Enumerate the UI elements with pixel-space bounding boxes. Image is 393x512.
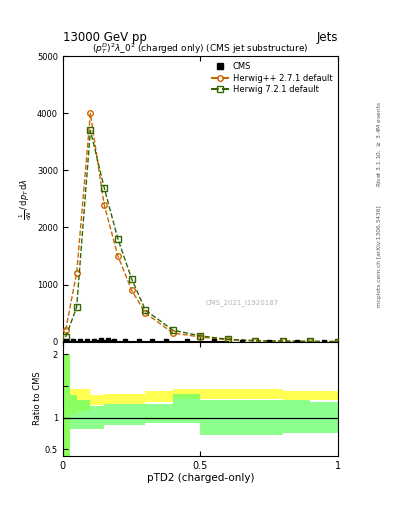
X-axis label: pTD2 (charged-only): pTD2 (charged-only) xyxy=(147,473,254,483)
Y-axis label: $\frac{1}{\mathrm{d}N}\,/\,\mathrm{d}p_T\,\mathrm{d}\lambda$: $\frac{1}{\mathrm{d}N}\,/\,\mathrm{d}p_T… xyxy=(18,178,34,220)
Text: Rivet 3.1.10, $\geq$ 3.4M events: Rivet 3.1.10, $\geq$ 3.4M events xyxy=(375,100,383,186)
Legend: CMS, Herwig++ 2.7.1 default, Herwig 7.2.1 default: CMS, Herwig++ 2.7.1 default, Herwig 7.2.… xyxy=(209,60,334,96)
Title: $(p_T^D)^2\lambda\_0^2$ (charged only) (CMS jet substructure): $(p_T^D)^2\lambda\_0^2$ (charged only) (… xyxy=(92,41,309,56)
Text: Jets: Jets xyxy=(316,31,338,44)
Text: 13000 GeV pp: 13000 GeV pp xyxy=(63,31,147,44)
Y-axis label: Ratio to CMS: Ratio to CMS xyxy=(33,372,42,425)
Text: mcplots.cern.ch [arXiv:1306.3436]: mcplots.cern.ch [arXiv:1306.3436] xyxy=(377,205,382,307)
Text: CMS_2021_I1920187: CMS_2021_I1920187 xyxy=(206,300,279,306)
